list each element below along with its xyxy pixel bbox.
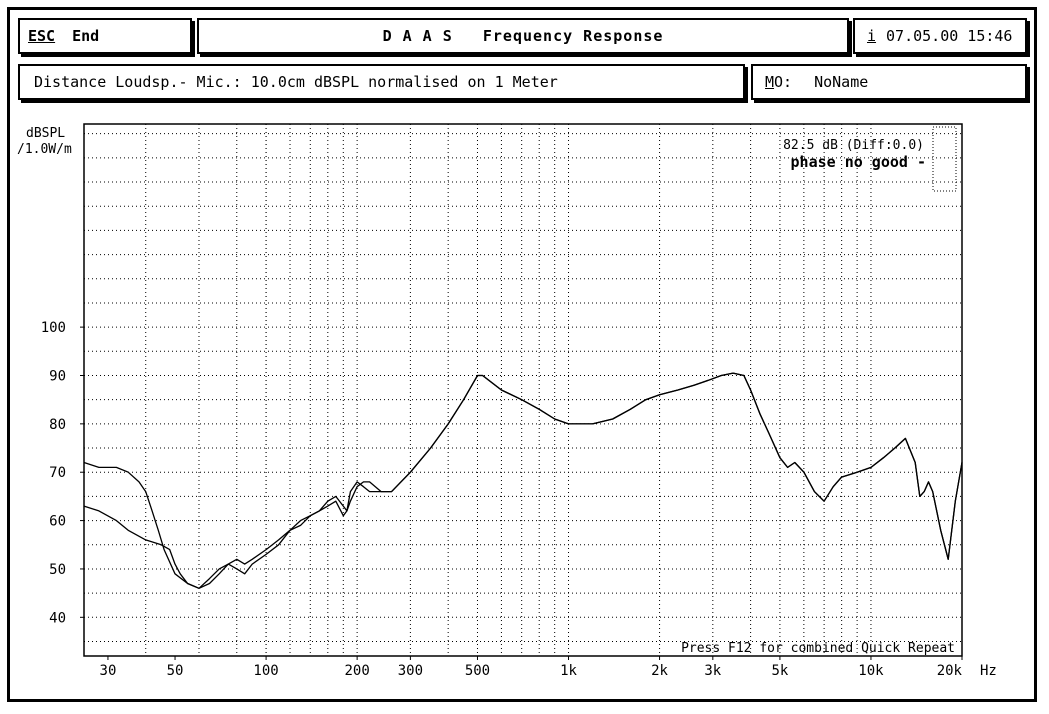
y-tick-label: 100 bbox=[41, 320, 66, 336]
escape-end-button[interactable]: ESC End bbox=[18, 18, 192, 54]
x-tick-label: 100 bbox=[253, 663, 278, 679]
y-tick-label: 60 bbox=[49, 514, 66, 530]
y-tick-label: 90 bbox=[49, 368, 66, 384]
y-axis-label-line2: /1.0W/m bbox=[17, 142, 72, 157]
measurement-description-box: Distance Loudsp.- Mic.: 10.0cm dBSPL nor… bbox=[18, 64, 745, 100]
x-tick-label: 5k bbox=[771, 663, 788, 679]
x-tick-label: 3k bbox=[704, 663, 721, 679]
info-key: i bbox=[867, 27, 877, 45]
level-annotation: 82.5 dB (Diff:0.0) bbox=[783, 138, 924, 153]
x-tick-label: 500 bbox=[465, 663, 490, 679]
y-tick-label: 50 bbox=[49, 562, 66, 578]
y-tick-label: 40 bbox=[49, 610, 66, 626]
y-tick-label: 70 bbox=[49, 465, 66, 481]
info-datetime-box[interactable]: i 07.05.00 15:46 bbox=[853, 18, 1027, 54]
x-axis-unit: Hz bbox=[980, 663, 997, 679]
page-title: D A A S Frequency Response bbox=[382, 27, 664, 45]
x-tick-label: 20k bbox=[937, 663, 963, 679]
end-label: End bbox=[72, 27, 100, 45]
grid bbox=[84, 124, 962, 656]
mo-key: M bbox=[765, 73, 775, 91]
mo-value: NoName bbox=[814, 73, 869, 91]
series-line-2 bbox=[83, 372, 963, 589]
series bbox=[83, 372, 963, 589]
plot-area bbox=[83, 123, 963, 657]
measurement-description: Distance Loudsp.- Mic.: 10.0cm dBSPL nor… bbox=[34, 73, 558, 91]
esc-label: ESC bbox=[28, 27, 56, 45]
footer-hint: Press F12 for combined Quick Repeat bbox=[681, 641, 955, 656]
x-tick-label: 50 bbox=[167, 663, 184, 679]
legend-marker bbox=[932, 126, 957, 192]
mo-label: O: bbox=[774, 73, 793, 91]
x-tick-label: 200 bbox=[344, 663, 369, 679]
x-tick-label: 10k bbox=[858, 663, 884, 679]
x-tick-label: 2k bbox=[651, 663, 668, 679]
x-tick-label: 300 bbox=[398, 663, 423, 679]
axis-ticks: 40 50 60 70 80 90 100 30 50 100 200 300 500 1k 2k 3k 5k 1… bbox=[41, 320, 963, 679]
y-axis-label-line1: dBSPL bbox=[26, 126, 65, 141]
datetime-readout: 07.05.00 15:46 bbox=[886, 27, 1013, 45]
window-frame bbox=[7, 7, 1037, 702]
title-bar: D A A S Frequency Response bbox=[197, 18, 849, 54]
x-tick-label: 1k bbox=[560, 663, 577, 679]
series-line-1 bbox=[83, 372, 963, 589]
mo-box[interactable]: M O: NoName bbox=[751, 64, 1027, 100]
x-tick-label: 30 bbox=[100, 663, 117, 679]
phase-annotation: phase no good - bbox=[791, 153, 926, 171]
y-tick-label: 80 bbox=[49, 417, 66, 433]
